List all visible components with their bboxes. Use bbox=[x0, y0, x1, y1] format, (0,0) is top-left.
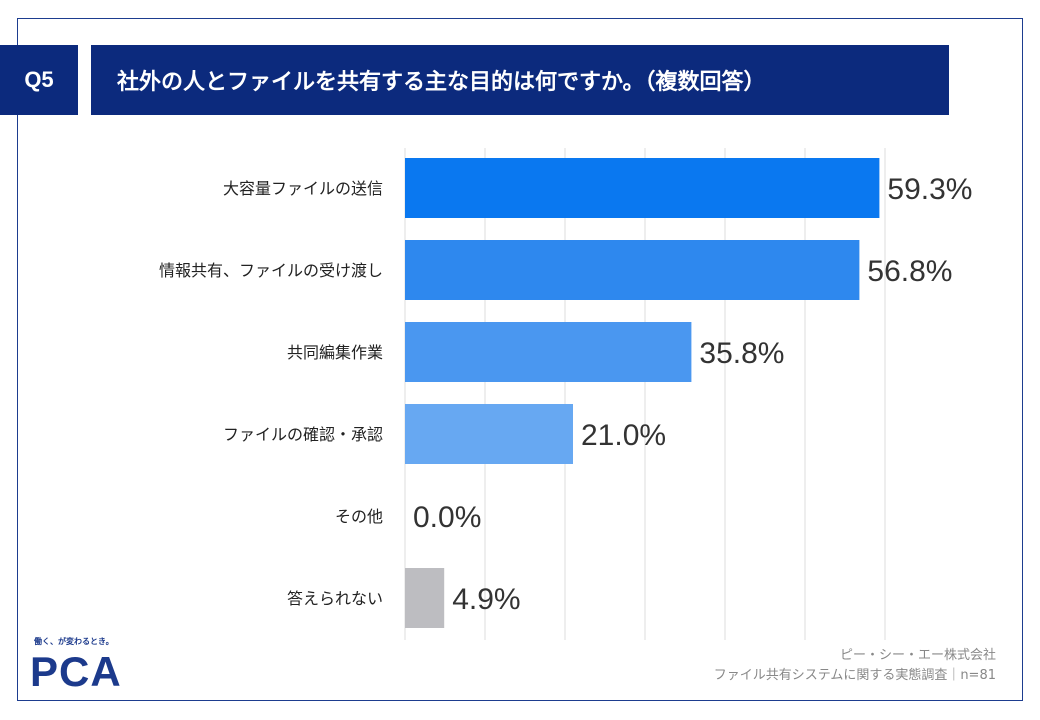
value-label-2: 56.8% bbox=[867, 255, 952, 288]
category-label-2: 情報共有、ファイルの受け渡し bbox=[159, 261, 383, 280]
bars bbox=[405, 158, 880, 628]
bar-6 bbox=[405, 568, 445, 628]
category-label-3: 共同編集作業 bbox=[287, 343, 383, 362]
category-labels: 大容量ファイルの送信情報共有、ファイルの受け渡し共同編集作業ファイルの確認・承認… bbox=[159, 179, 383, 608]
question-title: 社外の人とファイルを共有する主な目的は何ですか。（複数回答） bbox=[91, 45, 949, 115]
bar-4 bbox=[405, 404, 573, 464]
category-label-6: 答えられない bbox=[287, 589, 383, 608]
category-label-1: 大容量ファイルの送信 bbox=[223, 179, 383, 198]
category-label-4: ファイルの確認・承認 bbox=[223, 425, 383, 444]
pca-logo: PCA bbox=[30, 648, 122, 695]
survey-info: ファイル共有システムに関する実態調査｜n=81 bbox=[713, 668, 996, 683]
value-label-1: 59.3% bbox=[887, 173, 972, 206]
bar-2 bbox=[405, 240, 860, 300]
value-labels: 59.3% 56.8% 35.8% 21.0% 0.0% 4.9% bbox=[413, 173, 972, 616]
question-number-badge: Q5 bbox=[0, 45, 78, 115]
company-name: ピー・シー・エー株式会社 bbox=[839, 648, 996, 663]
value-label-6: 4.9% bbox=[452, 583, 520, 616]
value-label-3: 35.8% bbox=[699, 337, 784, 370]
value-label-5: 0.0% bbox=[413, 501, 481, 534]
value-label-4: 21.0% bbox=[581, 419, 666, 452]
company-tagline: 働く、が変わるとき。 bbox=[34, 637, 114, 646]
category-label-5: その他 bbox=[335, 507, 383, 526]
bar-1 bbox=[405, 158, 880, 218]
gridlines bbox=[404, 148, 886, 640]
bar-3 bbox=[405, 322, 692, 382]
